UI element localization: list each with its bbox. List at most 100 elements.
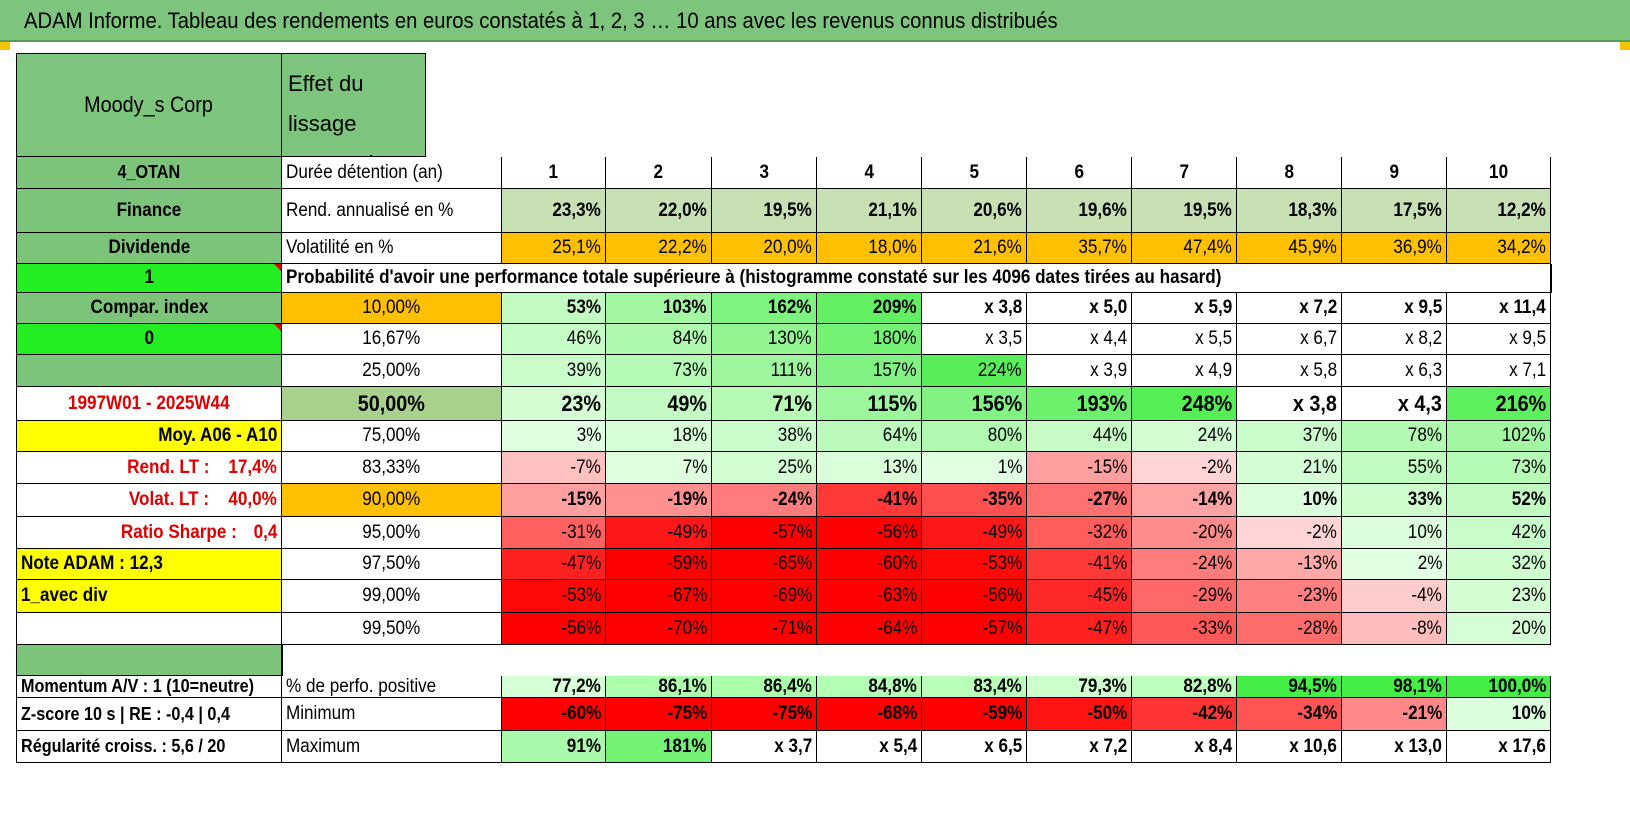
quantile-value: x 7,2 (1237, 293, 1342, 324)
maximum-value-text: x 10,6 (1289, 735, 1337, 757)
quantile-value-text: -41% (1087, 553, 1127, 574)
zone-label: 4_OTAN (16, 157, 282, 189)
quantile-value-text: -59% (667, 553, 707, 574)
stock-name-text: Moody_s Corp (84, 92, 214, 117)
quantile-value: 23% (1447, 580, 1551, 613)
year-header: 10 (1447, 157, 1551, 189)
positive-label: % de perfo. positive (282, 676, 502, 698)
quantile-label-text: 16,67% (362, 328, 421, 349)
volat-value-text: 20,0% (763, 237, 812, 258)
flag-zero-text: 0 (144, 328, 154, 349)
rend-label: Rend. annualisé en % (282, 189, 502, 233)
quantile-value-text: x 9,5 (1508, 328, 1546, 349)
quantile-value: 102% (1447, 421, 1551, 452)
maximum-value: x 3,7 (712, 731, 817, 763)
quantile-value-text: x 11,4 (1499, 297, 1546, 318)
quantile-value: x 4,3 (1342, 387, 1447, 421)
quantile-label: 75,00% (282, 421, 502, 452)
quantile-value: -49% (606, 517, 712, 549)
quantile-value: -4% (1342, 580, 1447, 613)
quantile-value: -15% (502, 484, 606, 517)
quantile-value: -27% (1027, 484, 1132, 517)
quantile-value-text: -53% (561, 585, 601, 606)
quantile-value: -41% (817, 484, 922, 517)
quantile-value: -45% (1027, 580, 1132, 613)
quantile-value: -32% (1027, 517, 1132, 549)
minimum-value-text: -75% (667, 703, 707, 724)
quantile-value: -67% (606, 580, 712, 613)
quantile-label: 10,00% (282, 293, 502, 324)
quantile-value-text: x 6,7 (1299, 328, 1337, 349)
minimum-value-text: 10% (1511, 703, 1546, 724)
quantile-value: x 5,5 (1132, 324, 1237, 355)
zone-label-text: 4_OTAN (117, 162, 181, 182)
quantile-value-text: 18% (672, 425, 707, 446)
positive-value: 84,8% (817, 676, 922, 698)
positive-value-text: 94,5% (1288, 676, 1337, 697)
volat-value: 21,6% (922, 233, 1027, 264)
maximum-value-text: x 13,0 (1394, 735, 1442, 757)
spacer-green (16, 645, 282, 676)
positive-value: 86,4% (712, 676, 817, 698)
year-header: 6 (1027, 157, 1132, 189)
year-header: 9 (1342, 157, 1447, 189)
quantile-label: 50,00% (282, 387, 502, 421)
sharpe-value: 0,4 (253, 521, 277, 543)
quantile-value: x 6,7 (1237, 324, 1342, 355)
minimum-value: -75% (712, 698, 817, 731)
quantile-value-text: -27% (1087, 489, 1127, 510)
year-header-text: 3 (759, 161, 769, 183)
type-label: Dividende (16, 233, 282, 264)
quantile-value: x 9,5 (1447, 324, 1551, 355)
rend-value-text: 23,3% (552, 199, 601, 221)
year-header: 2 (606, 157, 712, 189)
quantile-value: 24% (1132, 421, 1237, 452)
quantile-value-text: 23% (561, 390, 601, 416)
quantile-value: x 5,0 (1027, 293, 1132, 324)
quantile-value: x 6,3 (1342, 355, 1447, 387)
minimum-value: -60% (502, 698, 606, 731)
quantile-value: 111% (712, 355, 817, 387)
quantile-value-text: x 7,1 (1508, 359, 1546, 381)
quantile-value: -57% (712, 517, 817, 549)
quantile-value: -60% (817, 549, 922, 580)
quantile-value: 52% (1447, 484, 1551, 517)
quantile-value-text: 64% (882, 425, 917, 446)
year-header-text: 2 (653, 161, 664, 183)
quantile-value-text: 2% (1417, 553, 1442, 574)
quantile-value: x 8,2 (1342, 324, 1447, 355)
period-label: 1997W01 - 2025W44 (16, 387, 282, 421)
quantile-value-text: 162% (768, 297, 812, 318)
moy-label-text: Moy. A06 - A10 (157, 425, 277, 446)
quantile-value-text: -56% (982, 585, 1022, 606)
quantile-value-text: 156% (971, 390, 1022, 416)
positive-value-text: 86,1% (658, 676, 707, 697)
quantile-value: 53% (502, 293, 606, 324)
title-bar: ADAM Informe. Tableau des rendements en … (0, 0, 1630, 42)
quantile-value-text: 209% (873, 297, 917, 318)
quantile-value-text: 216% (1495, 390, 1546, 416)
quantile-value-text: 157% (873, 359, 917, 381)
maximum-label-text: Maximum (286, 735, 361, 757)
quantile-value-text: 71% (772, 390, 812, 416)
quantile-value: -56% (922, 580, 1027, 613)
volat-value: 47,4% (1132, 233, 1237, 264)
maximum-value: x 10,6 (1237, 731, 1342, 763)
quantile-label: 83,33% (282, 452, 502, 484)
quantile-value: 18% (606, 421, 712, 452)
quantile-value: -65% (712, 549, 817, 580)
quantile-value-text: x 4,4 (1089, 328, 1127, 349)
volat-value-text: 47,4% (1183, 237, 1232, 258)
minimum-value: -59% (922, 698, 1027, 731)
minimum-label-text: Minimum (286, 703, 356, 724)
year-header-text: 8 (1284, 161, 1294, 183)
quantile-value: -7% (502, 452, 606, 484)
quantile-value: -69% (712, 580, 817, 613)
avec-div-label: 1_avec div (16, 580, 282, 613)
quantile-value: 180% (817, 324, 922, 355)
year-header-text: 4 (864, 161, 874, 183)
rend-value-text: 19,5% (1183, 199, 1232, 221)
quantile-value-text: -56% (877, 521, 917, 543)
quantile-value: 73% (1447, 452, 1551, 484)
quantile-value: 224% (922, 355, 1027, 387)
